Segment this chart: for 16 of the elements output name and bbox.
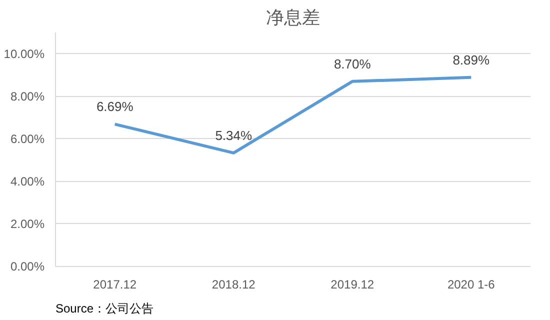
y-tick-label: 0.00%: [10, 260, 45, 274]
y-tick-label: 10.00%: [4, 46, 45, 61]
y-tick-label: 8.00%: [10, 89, 45, 104]
x-tick-label: 2020 1-6: [447, 278, 496, 292]
text: 5.34%: [215, 128, 252, 143]
y-tick-label: 2.00%: [10, 216, 45, 231]
x-tick-label: 2018.12: [212, 278, 256, 292]
text: 8.70%: [334, 56, 371, 72]
chart-title: 净息差: [266, 8, 320, 28]
text: 8.89%: [452, 52, 490, 68]
x-tick-label: 2017.12: [93, 278, 137, 292]
y-tick-label: 6.00%: [10, 132, 45, 146]
source-note: Source：公司公告: [56, 302, 154, 316]
text: 6.69%: [96, 99, 134, 114]
x-tick-label: 2019.12: [330, 278, 374, 292]
y-tick-label: 4.00%: [10, 174, 45, 188]
